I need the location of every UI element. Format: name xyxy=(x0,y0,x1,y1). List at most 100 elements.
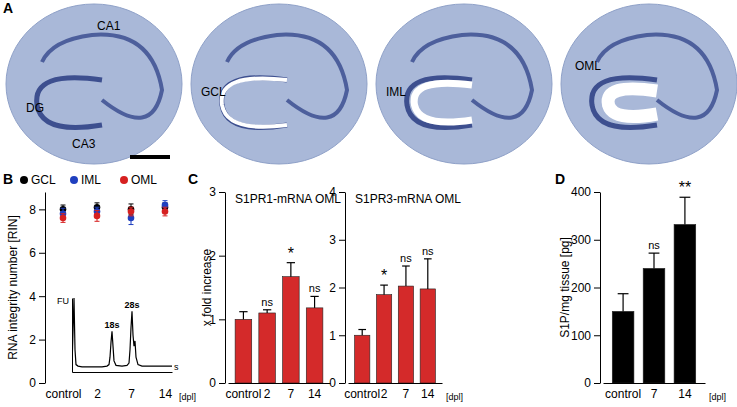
y-tick-mark xyxy=(594,335,600,336)
point xyxy=(128,215,135,222)
error-cap xyxy=(129,207,134,208)
significance-label: ns xyxy=(648,239,660,251)
error-cap xyxy=(649,253,660,254)
y-tick-label: 3 xyxy=(209,185,216,199)
x-tick: control xyxy=(45,387,81,401)
bar xyxy=(674,224,696,383)
y-axis-title: FU xyxy=(57,296,69,306)
micrograph: CA1DGCA3 xyxy=(6,4,182,164)
micrograph: GCL xyxy=(191,4,367,164)
x-tick: 14 xyxy=(421,387,435,401)
x-tick-label: 2 xyxy=(94,387,101,401)
x-tick-label: 7 xyxy=(128,387,135,401)
error-cap xyxy=(163,207,168,208)
x-axis-line xyxy=(229,383,331,384)
y-axis-line xyxy=(225,193,226,384)
x-tick-label: 7 xyxy=(403,387,410,401)
x-tick-label: control xyxy=(45,387,81,401)
region-label: IML xyxy=(386,85,406,99)
error-bar xyxy=(243,312,244,320)
y-tick-mark xyxy=(219,256,225,257)
y-tick-label: 300 xyxy=(571,233,591,247)
y-axis: 01234 xyxy=(329,185,345,390)
y-axis: 0 100 200 300 400 xyxy=(571,185,601,390)
y-tick-label: 8 xyxy=(29,203,36,217)
y-tick: 4 xyxy=(329,185,345,199)
y-tick-mark xyxy=(594,192,600,193)
y-tick-mark xyxy=(219,192,225,193)
micrograph: IML xyxy=(376,4,552,164)
y-tick-label: 100 xyxy=(571,329,591,343)
y-axis: 02468 xyxy=(29,193,45,391)
y-tick-label: 0 xyxy=(29,376,36,390)
bar xyxy=(355,335,370,383)
significance-label: ** xyxy=(679,179,691,196)
y-axis-line xyxy=(45,193,46,384)
dentate-gyrus xyxy=(592,78,657,128)
tissue-slice xyxy=(561,4,737,164)
highlight-region xyxy=(608,89,657,117)
y-tick: 8 xyxy=(29,203,45,217)
bar xyxy=(259,313,276,383)
tissue-slice xyxy=(376,4,552,164)
scale-bar xyxy=(130,155,170,159)
error-cap xyxy=(402,265,410,266)
error-cap xyxy=(95,210,100,211)
x-axis: control714 xyxy=(604,384,706,401)
y-tick: 200 xyxy=(571,281,600,295)
point xyxy=(162,202,169,209)
y-tick: 0 xyxy=(329,376,345,390)
y-tick-mark xyxy=(339,288,345,289)
highlight-region xyxy=(222,78,287,126)
bar xyxy=(643,268,665,383)
x-tick: 7 xyxy=(128,387,135,401)
error-bar xyxy=(684,197,685,224)
error-bar xyxy=(383,285,384,295)
x-tick: 14 xyxy=(308,387,322,401)
plot-area xyxy=(235,263,323,383)
y-tick: 100 xyxy=(571,329,600,343)
y-axis-title: RNA integrity number [RIN] xyxy=(6,215,20,360)
error-cap xyxy=(263,309,271,310)
panel-label: C xyxy=(188,171,198,187)
x-axis: control2714 xyxy=(344,384,442,401)
x-axis: control2714 xyxy=(225,384,330,401)
bar xyxy=(376,295,391,383)
error-cap xyxy=(61,205,66,206)
x-tick-label: 14 xyxy=(421,387,435,401)
region-label: DG xyxy=(26,101,44,115)
y-tick-mark xyxy=(339,192,345,193)
x-tick: 14 xyxy=(678,387,692,401)
error-bar xyxy=(622,294,623,312)
panel-label: B xyxy=(3,171,13,187)
y-tick-mark xyxy=(594,288,600,289)
region-label: CA1 xyxy=(97,19,121,33)
x-tick: 2 xyxy=(94,387,101,401)
x-tick-label: 2 xyxy=(381,387,388,401)
point xyxy=(128,208,135,215)
x-axis-line xyxy=(73,372,173,373)
region-label: GCL xyxy=(201,85,226,99)
y-tick: 400 xyxy=(571,185,600,199)
error-bar xyxy=(290,263,291,277)
error-cap xyxy=(424,258,432,259)
highlight-region xyxy=(414,83,472,122)
y-tick: 300 xyxy=(571,233,600,247)
y-tick-label: 0 xyxy=(584,376,591,390)
y-axis-line xyxy=(72,299,73,373)
x-tick: 7 xyxy=(288,387,295,401)
y-tick: 2 xyxy=(329,281,345,295)
error-cap xyxy=(61,213,66,214)
y-tick-label: 2 xyxy=(29,333,36,347)
x-axis-title: [dpl] xyxy=(179,392,196,402)
significance-label: ns xyxy=(309,282,321,294)
significance-label: ns xyxy=(422,245,434,257)
y-tick-mark xyxy=(339,383,345,384)
x-axis-title: s xyxy=(174,362,179,372)
y-tick-label: 0 xyxy=(329,376,336,390)
plot-area xyxy=(60,201,169,225)
error-cap xyxy=(61,213,66,214)
y-tick-label: 4 xyxy=(329,185,336,199)
y-tick-mark xyxy=(219,383,225,384)
pyramidal-layer xyxy=(597,35,717,118)
